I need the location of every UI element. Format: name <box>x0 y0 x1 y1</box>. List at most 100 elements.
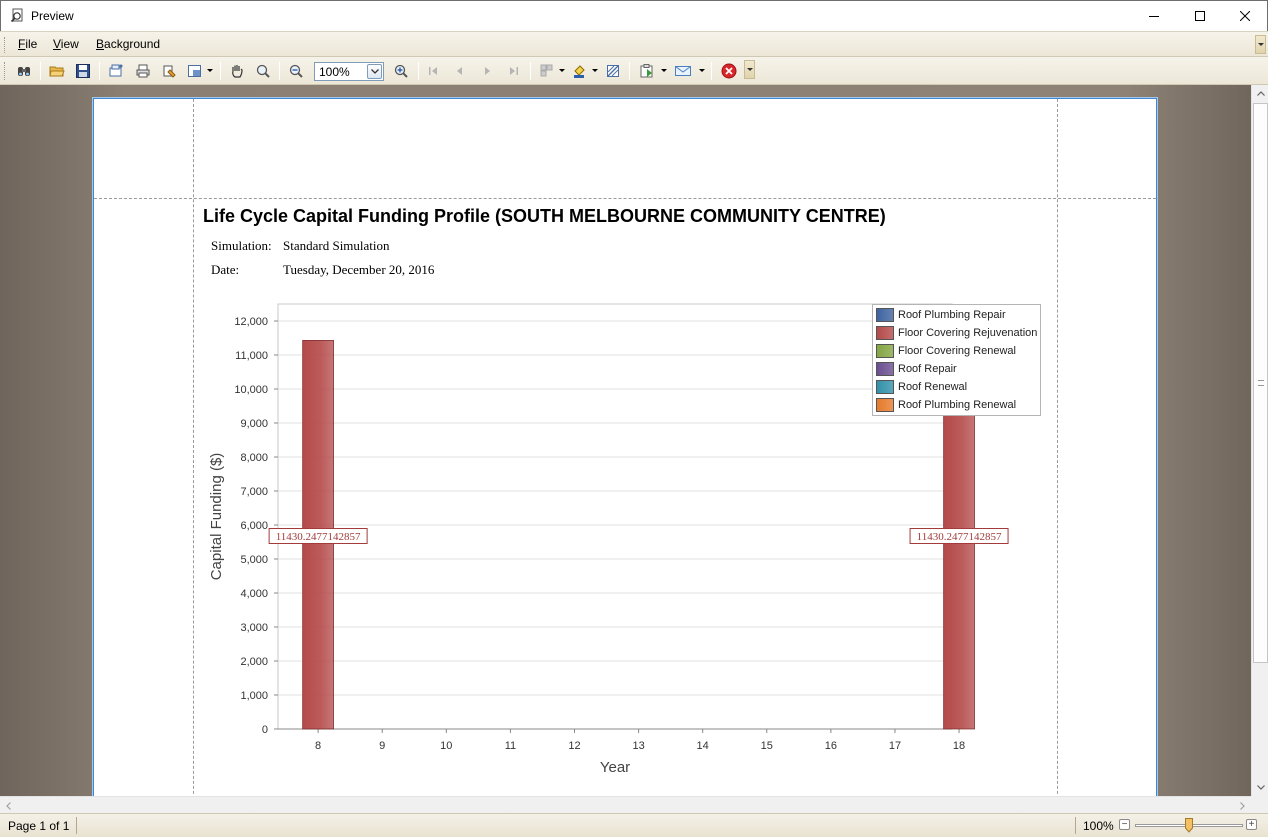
watermark-button[interactable] <box>603 61 623 81</box>
vertical-scroll-thumb[interactable] <box>1253 103 1268 663</box>
legend-label: Floor Covering Rejuvenation <box>898 327 1038 339</box>
next-page-button[interactable] <box>477 61 497 81</box>
chevron-down-icon <box>746 67 753 71</box>
scale-button[interactable] <box>185 61 205 81</box>
toolbar-overflow-button[interactable] <box>744 60 755 79</box>
legend-swatch <box>876 380 894 394</box>
y-tick-label: 0 <box>262 724 268 736</box>
capital-funding-chart: 0 1,000 2,000 3,000 4,000 5,000 6,000 7,000 8,00… <box>208 303 1009 776</box>
vertical-scrollbar[interactable] <box>1251 85 1268 796</box>
background-color-button[interactable] <box>570 61 590 81</box>
y-tick-label: 8,000 <box>240 452 268 464</box>
email-button[interactable] <box>673 61 693 81</box>
close-preview-button[interactable] <box>719 61 739 81</box>
close-button[interactable] <box>1222 1 1268 31</box>
legend-label: Roof Plumbing Renewal <box>898 399 1017 411</box>
x-tick-label: 14 <box>697 740 709 752</box>
menu-view[interactable]: View <box>53 37 79 51</box>
multiple-pages-dropdown-arrow[interactable] <box>559 69 565 72</box>
email-dropdown-arrow[interactable] <box>699 69 705 72</box>
zoom-combo[interactable]: 100% <box>314 62 384 81</box>
right-margin-guide <box>1057 99 1058 796</box>
menu-overflow-button[interactable] <box>1255 35 1266 54</box>
background-color-dropdown-arrow[interactable] <box>592 69 598 72</box>
legend-swatch <box>876 308 894 322</box>
minimize-icon <box>1149 16 1159 17</box>
chevron-right-icon <box>1240 801 1245 810</box>
page-setup-button[interactable] <box>106 61 126 81</box>
simulation-value: Standard Simulation <box>283 238 390 253</box>
maximize-button[interactable] <box>1177 1 1223 31</box>
zoom-slider-thumb[interactable] <box>1185 818 1193 833</box>
status-bar: Page 1 of 1 100% − + <box>0 813 1268 837</box>
x-tick-label: 16 <box>825 740 837 752</box>
left-margin-guide <box>193 99 194 796</box>
legend-swatch <box>876 398 894 412</box>
x-tick-label: 10 <box>440 740 452 752</box>
y-tick-label: 12,000 <box>234 316 268 328</box>
x-tick-label: 13 <box>632 740 644 752</box>
last-page-button[interactable] <box>503 61 523 81</box>
scrollbar-corner <box>1251 796 1268 813</box>
menu-background[interactable]: Background <box>96 37 160 51</box>
quick-print-button[interactable] <box>159 61 179 81</box>
multiple-pages-button[interactable] <box>537 61 557 81</box>
toolbar-separator <box>99 62 100 80</box>
menu-view-rest: iew <box>60 37 79 51</box>
open-button[interactable] <box>47 61 67 81</box>
zoom-value: 100% <box>319 65 350 79</box>
zoom-in-button[interactable] <box>391 61 411 81</box>
close-preview-icon <box>721 63 737 79</box>
preview-viewer[interactable]: Life Cycle Capital Funding Profile (SOUT… <box>0 85 1251 796</box>
window-title: Preview <box>31 9 74 23</box>
toolbar-separator <box>418 62 419 80</box>
zoom-out-icon <box>289 64 303 78</box>
horizontal-scrollbar[interactable] <box>0 796 1251 813</box>
x-axis-label: Year <box>600 759 630 776</box>
minimize-button[interactable] <box>1131 1 1177 31</box>
zoom-out-button[interactable] <box>286 61 306 81</box>
magnifier-icon <box>256 64 270 78</box>
scroll-down-button[interactable] <box>1252 779 1268 796</box>
chevron-up-icon <box>1256 91 1265 96</box>
x-tick-label: 18 <box>953 740 965 752</box>
scroll-left-button[interactable] <box>0 797 17 814</box>
scroll-right-button[interactable] <box>1234 797 1251 814</box>
y-tick-label: 7,000 <box>240 486 268 498</box>
previous-page-button[interactable] <box>450 61 470 81</box>
multiple-pages-icon <box>540 64 553 77</box>
first-page-button[interactable] <box>424 61 444 81</box>
legend-swatch <box>876 326 894 340</box>
print-icon <box>136 64 150 78</box>
y-tick-label: 3,000 <box>240 622 268 634</box>
zoom-dropdown-button[interactable] <box>367 64 382 79</box>
export-icon <box>640 64 653 78</box>
scale-dropdown-arrow[interactable] <box>207 69 213 72</box>
scale-icon <box>188 65 201 77</box>
y-tick-label: 10,000 <box>234 384 268 396</box>
zoom-slider-minus-button[interactable]: − <box>1119 819 1130 830</box>
x-tick-label: 9 <box>379 740 385 752</box>
export-dropdown-arrow[interactable] <box>661 69 667 72</box>
export-button[interactable] <box>637 61 657 81</box>
toolbar-separator <box>279 62 280 80</box>
date-label: Date: <box>211 262 240 277</box>
hand-tool-button[interactable] <box>227 61 247 81</box>
preview-app-icon <box>10 8 23 23</box>
save-button[interactable] <box>73 61 93 81</box>
data-label: 11430.2477142857 <box>276 531 361 543</box>
scroll-up-button[interactable] <box>1252 85 1268 102</box>
zoom-slider-plus-button[interactable]: + <box>1246 819 1257 830</box>
x-tick-label: 8 <box>315 740 321 752</box>
find-button[interactable] <box>14 61 34 81</box>
toolbar-grip[interactable] <box>4 62 7 80</box>
magnifier-button[interactable] <box>253 61 273 81</box>
menu-grip[interactable] <box>4 37 7 53</box>
data-label-box <box>909 528 1009 544</box>
legend-item: Roof Plumbing Repair <box>876 308 1006 322</box>
quick-print-icon <box>163 65 176 78</box>
chart-legend: Roof Plumbing Repair Floor Covering Rejuv… <box>872 304 1041 416</box>
print-button[interactable] <box>133 61 153 81</box>
toolbar-separator <box>530 62 531 80</box>
menu-file[interactable]: File <box>18 37 37 51</box>
